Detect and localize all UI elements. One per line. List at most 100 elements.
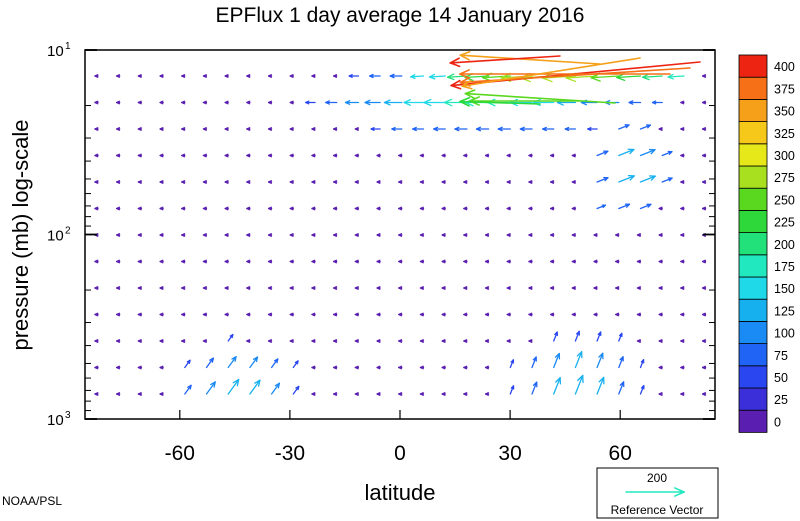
flux-vector (311, 153, 316, 158)
flux-vector (639, 359, 645, 369)
colorbar: 0 25 50 75 100 125 150 175 200 225 250 275 300 325 350… (738, 54, 795, 433)
flux-vector (553, 377, 562, 395)
flux-vector (246, 312, 251, 317)
flux-vector (553, 352, 561, 369)
flux-vector (159, 74, 164, 78)
flux-vector (181, 259, 186, 264)
flux-vector (333, 365, 338, 370)
colorbar-label: 150 (774, 282, 795, 296)
flux-vector (398, 312, 403, 317)
flux-vector (184, 359, 191, 369)
flux-vector (202, 339, 208, 343)
flux-vector (550, 286, 555, 290)
colorbar-swatch (738, 232, 768, 256)
y-tick-exponent: 3 (65, 410, 71, 421)
flux-vector (680, 206, 685, 211)
flux-vector (333, 286, 338, 290)
flux-vector (701, 127, 707, 131)
flux-vector (680, 233, 685, 237)
flux-vector (658, 259, 663, 264)
flux-vector (311, 339, 316, 343)
flux-vector (531, 356, 537, 369)
flux-vector (596, 376, 605, 395)
flux-vector (389, 73, 403, 79)
flux-vector (369, 73, 381, 79)
flux-vector (506, 233, 511, 237)
flux-vector (701, 74, 707, 78)
flux-vector (618, 356, 624, 369)
flux-vector (289, 127, 294, 131)
flux-vector (463, 286, 468, 290)
flux-vector (311, 392, 316, 396)
flux-vector (181, 100, 186, 105)
flux-vector (181, 233, 186, 237)
flux-vector (181, 180, 186, 184)
reference-vector-value: 200 (647, 471, 667, 485)
flux-vector (267, 286, 273, 290)
flux-vector (484, 153, 490, 158)
flux-vector (593, 259, 598, 264)
flux-vector (289, 312, 294, 317)
flux-vector (94, 180, 99, 184)
flux-vector (227, 333, 234, 342)
flux-vector (661, 150, 673, 157)
flux-vector (94, 259, 99, 264)
flux-vector (202, 180, 208, 184)
flux-vector (370, 127, 381, 131)
colorbar-swatch (738, 121, 768, 145)
flux-vector (289, 153, 294, 158)
flux-vector (618, 332, 623, 342)
flux-vector (289, 286, 294, 290)
colorbar-swatch (738, 99, 768, 123)
flux-vector (667, 73, 685, 80)
flux-vector (159, 365, 164, 370)
flux-vector (398, 153, 403, 158)
flux-vector (639, 124, 652, 130)
flux-vector (441, 312, 446, 317)
flux-vector (593, 312, 598, 317)
flux-vector (419, 392, 425, 396)
flux-vector (419, 233, 425, 237)
flux-vector (484, 233, 490, 237)
flux-vector (224, 312, 229, 317)
flux-vector (224, 233, 229, 237)
flux-vector (419, 365, 425, 370)
flux-vector (354, 127, 360, 131)
flux-vector (246, 180, 251, 184)
flux-vector (658, 312, 663, 317)
colorbar-swatch (738, 209, 768, 233)
flux-vector (701, 180, 707, 184)
flux-vector (528, 259, 533, 264)
flux-vector (542, 126, 555, 132)
flux-vector (354, 259, 360, 264)
colorbar-label: 175 (774, 260, 795, 274)
flux-vector (116, 153, 121, 158)
reference-vector-arrow (625, 487, 685, 497)
flux-vector (519, 126, 533, 132)
flux-vector (593, 233, 598, 237)
flux-vector (680, 259, 685, 264)
flux-vector (680, 312, 685, 317)
flux-vector (354, 365, 360, 370)
flux-vector (463, 180, 468, 184)
flux-vector (376, 180, 381, 184)
flux-vector (398, 259, 403, 264)
flux-vector (506, 153, 511, 158)
flux-vector (574, 351, 583, 369)
flux-vector (311, 127, 316, 131)
flux-vector (658, 206, 663, 211)
flux-vector (658, 286, 663, 290)
flux-vector (701, 286, 707, 290)
flux-vector (528, 206, 533, 211)
flux-vector (333, 312, 338, 317)
flux-vector (159, 339, 164, 343)
flux-vector (615, 233, 620, 237)
flux-vector (289, 339, 294, 343)
flux-vector (159, 312, 164, 317)
flux-vector (354, 339, 360, 343)
flux-vector (398, 233, 403, 237)
flux-vector (553, 331, 559, 342)
flux-vector (354, 286, 360, 290)
flux-vector (593, 286, 598, 290)
